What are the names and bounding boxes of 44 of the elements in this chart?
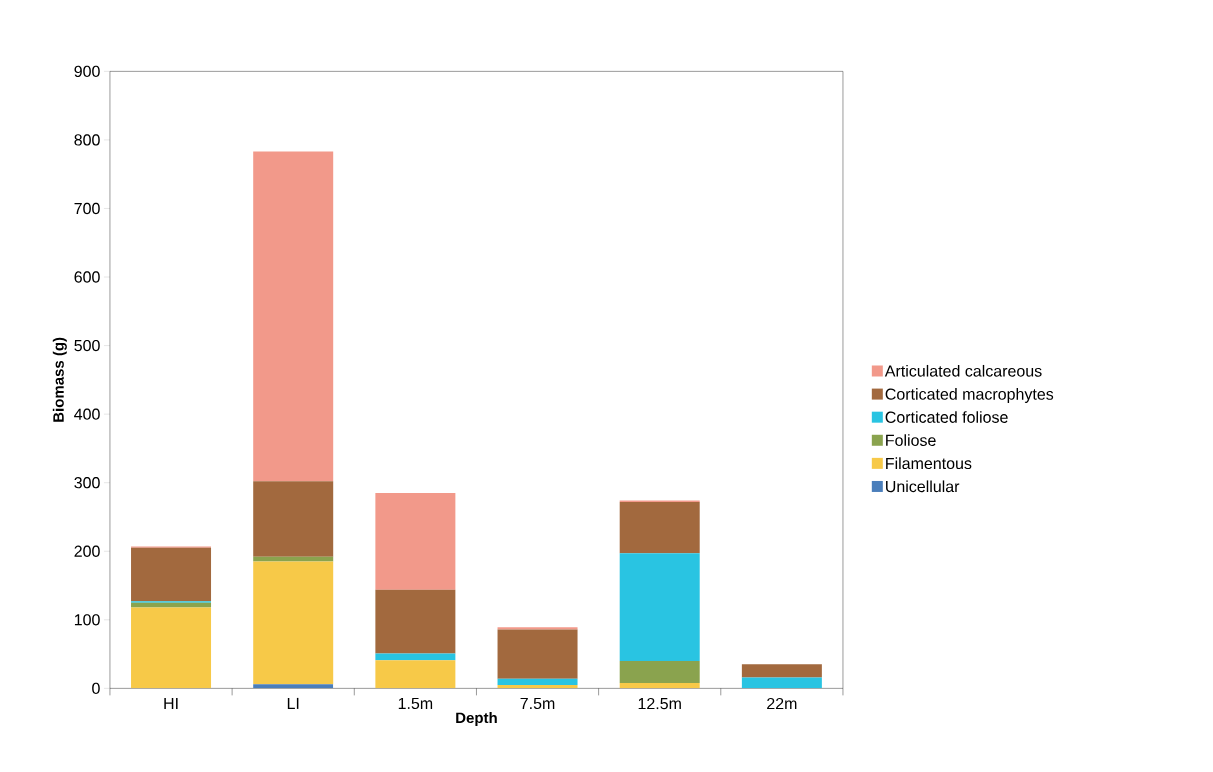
- bar: [131, 607, 212, 689]
- x-tick-label: 7.5m: [520, 697, 555, 710]
- legend-label: Filamentous: [886, 457, 972, 470]
- y-tick-label: 100: [74, 614, 100, 626]
- x-tick-label: HI: [164, 697, 178, 709]
- x-tick-label: 22m: [767, 697, 797, 710]
- bar: [497, 678, 578, 685]
- legend-label: Corticated macrophytes: [885, 388, 1054, 403]
- bar: [619, 682, 700, 689]
- y-tick-label: 300: [74, 477, 100, 489]
- bar: [497, 629, 578, 679]
- y-tick-label: 800: [74, 134, 100, 146]
- bar: [619, 660, 700, 683]
- y-tick-label: 400: [74, 408, 100, 420]
- bar: [253, 151, 334, 482]
- y-tick-label: 900: [74, 65, 100, 78]
- bar: [253, 684, 334, 689]
- x-axis-title: Depth: [456, 712, 497, 727]
- bar: [375, 492, 456, 590]
- x-tick-label: LI: [287, 697, 299, 709]
- y-tick-label: 700: [74, 202, 100, 215]
- y-tick-label: 600: [74, 271, 100, 283]
- bar: [619, 501, 700, 554]
- bar: [497, 627, 578, 630]
- bar: [619, 553, 700, 661]
- legend-label: Articulated calcareous: [884, 364, 1042, 377]
- y-tick-label: 500: [74, 339, 100, 352]
- x-tick-label: 1.5m: [398, 697, 433, 710]
- bar: [375, 653, 456, 661]
- bar: [253, 556, 334, 562]
- legend-label: Corticated foliose: [885, 411, 1008, 423]
- y-axis-title: Biomass (g): [52, 337, 67, 422]
- bar: [741, 664, 822, 678]
- bar: [375, 589, 456, 654]
- bar: [131, 547, 212, 602]
- x-tick-label: 12.5m: [638, 697, 681, 710]
- y-tick-label: 0: [92, 682, 100, 695]
- bar: [253, 561, 334, 685]
- bar: [375, 660, 456, 689]
- bar: [741, 677, 822, 689]
- legend-label: Unicellular: [886, 480, 960, 493]
- legend-label: Foliose: [886, 434, 936, 446]
- bar: [253, 481, 334, 557]
- y-tick-label: 200: [74, 545, 100, 557]
